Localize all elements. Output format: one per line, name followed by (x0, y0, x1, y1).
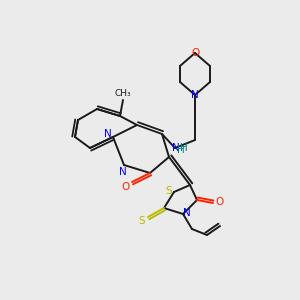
Text: CH₃: CH₃ (115, 88, 131, 98)
Text: N: N (172, 143, 180, 153)
Text: N: N (191, 90, 199, 100)
Text: H: H (180, 143, 188, 153)
Text: O: O (191, 48, 199, 58)
Text: N: N (183, 208, 191, 218)
Text: H: H (177, 145, 185, 155)
Text: O: O (122, 182, 130, 192)
Text: N: N (119, 167, 127, 177)
Text: S: S (139, 216, 145, 226)
Text: S: S (166, 186, 172, 196)
Text: N: N (104, 129, 112, 139)
Text: O: O (215, 197, 223, 207)
